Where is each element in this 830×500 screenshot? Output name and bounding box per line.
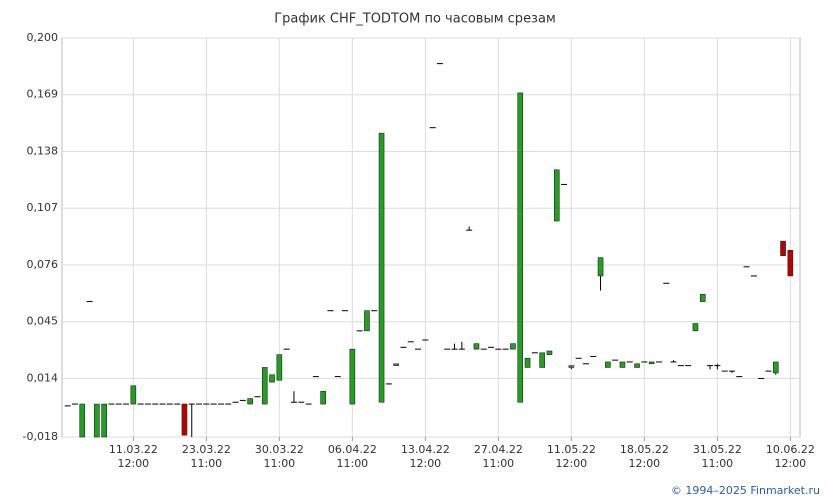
candle-body bbox=[320, 390, 326, 405]
y-tick-label: -0,018 bbox=[23, 430, 58, 443]
y-tick-label: 0,014 bbox=[27, 371, 59, 384]
candle-body bbox=[393, 363, 399, 366]
candle-body bbox=[787, 250, 794, 277]
y-tick-label: 0,169 bbox=[27, 88, 59, 101]
x-tick-label: 13.04.22 12:00 bbox=[400, 443, 450, 470]
candle-body bbox=[597, 257, 604, 277]
candle-body bbox=[101, 403, 107, 438]
candle-body bbox=[772, 361, 779, 374]
candle-body bbox=[517, 92, 524, 403]
candle-body bbox=[94, 403, 100, 438]
x-tick-label: 11.03.22 12:00 bbox=[108, 443, 158, 470]
candle-body bbox=[247, 398, 253, 405]
y-tick-label: 0,200 bbox=[27, 31, 59, 44]
candle-body bbox=[473, 343, 480, 350]
x-tick-label: 31.05.22 11:00 bbox=[692, 443, 742, 470]
x-tick-label: 06.04.22 11:00 bbox=[327, 443, 377, 470]
candle-body bbox=[692, 323, 699, 332]
y-tick-label: 0,045 bbox=[27, 315, 59, 328]
candle-body bbox=[539, 352, 545, 368]
candle-body bbox=[524, 357, 531, 368]
candle-body bbox=[780, 240, 786, 257]
candle-body bbox=[181, 403, 188, 436]
candle-body bbox=[276, 354, 283, 381]
chart-title: График CHF_TODTOM по часовым срезам bbox=[274, 12, 556, 27]
candle-body bbox=[605, 361, 611, 368]
y-tick-label: 0,076 bbox=[27, 258, 59, 271]
footer: © 1994–2025 Finmarket.ru bbox=[670, 484, 820, 497]
x-tick-label: 11.05.22 12:00 bbox=[546, 443, 596, 470]
y-tick-label: 0,107 bbox=[27, 201, 59, 214]
x-tick-label: 18.05.22 12:00 bbox=[619, 443, 669, 470]
candle-body bbox=[553, 169, 560, 222]
y-tick-label: 0,138 bbox=[27, 144, 59, 157]
candle-body bbox=[261, 367, 268, 405]
candle-body bbox=[699, 293, 706, 302]
candle-body bbox=[510, 343, 516, 350]
x-tick-label: 27.04.22 11:00 bbox=[473, 443, 523, 470]
x-tick-label: 10.06.22 12:00 bbox=[765, 443, 815, 470]
x-tick-label: 23.03.22 11:00 bbox=[181, 443, 231, 470]
candle-body bbox=[546, 350, 553, 355]
candle-body bbox=[378, 132, 385, 403]
candle-body bbox=[364, 310, 370, 332]
candle-body bbox=[648, 361, 655, 365]
plot-frame bbox=[61, 37, 801, 438]
candle-body bbox=[130, 385, 137, 405]
candle-body bbox=[79, 403, 86, 438]
candle-body bbox=[619, 361, 626, 368]
candle-body bbox=[568, 365, 575, 368]
candle-body bbox=[349, 348, 356, 405]
x-tick-label: 30.03.22 11:00 bbox=[254, 443, 304, 470]
candle-body bbox=[269, 374, 275, 383]
candle-body bbox=[634, 363, 640, 368]
